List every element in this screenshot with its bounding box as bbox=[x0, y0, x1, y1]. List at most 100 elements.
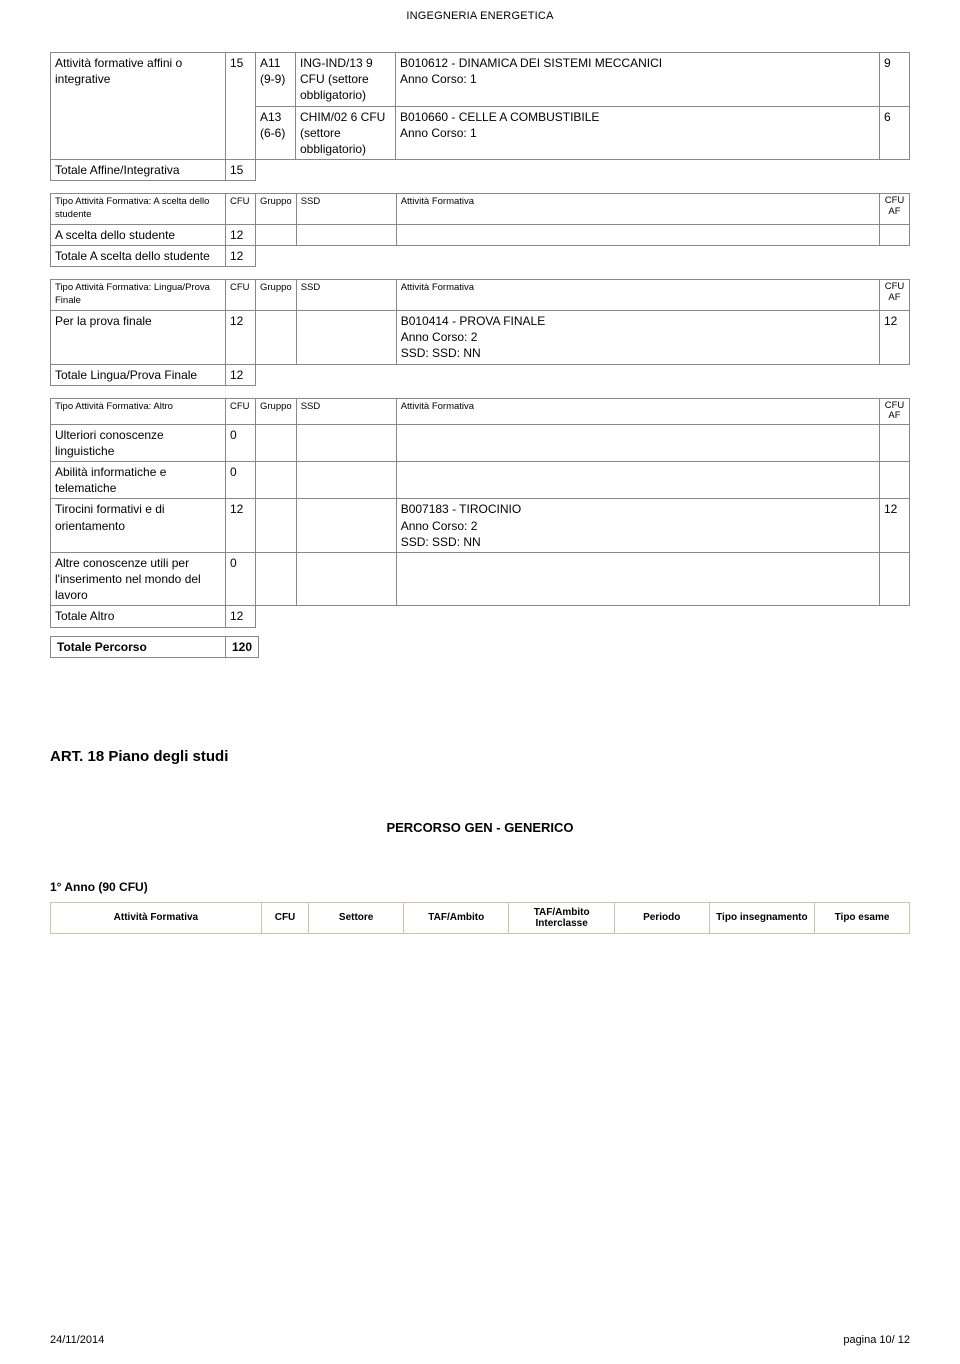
plan-header-af: Attività Formativa bbox=[51, 902, 262, 933]
cell-label: Tirocini formativi e di orientamento bbox=[51, 499, 226, 553]
header-cfu-af: CFU AF bbox=[880, 398, 910, 424]
table-affini: Attività formative affini o integrative … bbox=[50, 52, 910, 181]
table-row-total: Totale Altro 12 bbox=[51, 606, 910, 627]
table-row-total: Totale Affine/Integrativa 15 bbox=[51, 160, 910, 181]
cell-desc bbox=[396, 224, 879, 245]
cell-desc bbox=[396, 424, 879, 461]
header-cfu: CFU bbox=[226, 194, 256, 225]
cell-cfu: 12 bbox=[226, 499, 256, 553]
table-row: Totale Percorso 120 bbox=[51, 636, 259, 657]
cell-total-percorso-value: 120 bbox=[226, 636, 259, 657]
table-row: Per la prova finale 12 B010414 - PROVA F… bbox=[51, 310, 910, 364]
table-row: Attività formative affini o integrative … bbox=[51, 53, 910, 107]
cell-sector bbox=[296, 310, 396, 364]
plan-header-taf-inter: TAF/Ambito Interclasse bbox=[509, 902, 614, 933]
plan-header-settore: Settore bbox=[309, 902, 404, 933]
cell-sector bbox=[296, 224, 396, 245]
cell-desc: B010414 - PROVA FINALE Anno Corso: 2 SSD… bbox=[396, 310, 879, 364]
cell-label: Altre conoscenze utili per l'inserimento… bbox=[51, 552, 226, 606]
cell-total-label: Totale A scelta dello studente bbox=[51, 246, 226, 267]
cell-total-label: Totale Altro bbox=[51, 606, 226, 627]
cell-desc: B010612 - DINAMICA DEI SISTEMI MECCANICI… bbox=[396, 53, 880, 107]
cell-sector bbox=[296, 552, 396, 606]
cell-label: Attività formative affini o integrative bbox=[51, 53, 226, 160]
table-header-row: Tipo Attività Formativa: Altro CFU Grupp… bbox=[51, 398, 910, 424]
header-af: Attività Formativa bbox=[396, 280, 879, 311]
cell-cfu-af: 9 bbox=[880, 53, 910, 107]
cell-cfu-af bbox=[880, 224, 910, 245]
cell-code bbox=[256, 424, 297, 461]
table-lingua: Tipo Attività Formativa: Lingua/Prova Fi… bbox=[50, 279, 910, 385]
cell-label: Per la prova finale bbox=[51, 310, 226, 364]
table-scelta: Tipo Attività Formativa: A scelta dello … bbox=[50, 193, 910, 267]
cell-total-value: 12 bbox=[226, 364, 256, 385]
cell-sector: ING-IND/13 9 CFU (settore obbligatorio) bbox=[296, 53, 396, 107]
cell-cfu-af bbox=[880, 461, 910, 498]
cell-cfu: 0 bbox=[226, 424, 256, 461]
header-ssd: SSD bbox=[296, 398, 396, 424]
header-af: Attività Formativa bbox=[396, 194, 879, 225]
page-footer: 24/11/2014 pagina 10/ 12 bbox=[50, 1334, 910, 1346]
header-cfu-af: CFU AF bbox=[880, 194, 910, 225]
table-row-total: Totale A scelta dello studente 12 bbox=[51, 246, 910, 267]
cell-desc: B010660 - CELLE A COMBUSTIBILE Anno Cors… bbox=[396, 106, 880, 160]
article-title: ART. 18 Piano degli studi bbox=[50, 748, 910, 765]
percorso-title: PERCORSO GEN - GENERICO bbox=[50, 820, 910, 835]
table-row: A scelta dello studente 12 bbox=[51, 224, 910, 245]
footer-date: 24/11/2014 bbox=[50, 1334, 104, 1346]
cell-cfu-af bbox=[880, 552, 910, 606]
plan-header-tipo-ins: Tipo insegnamento bbox=[709, 902, 814, 933]
cell-code bbox=[256, 224, 297, 245]
cell-sector bbox=[296, 499, 396, 553]
cell-cfu-af bbox=[880, 424, 910, 461]
header-af: Attività Formativa bbox=[396, 398, 879, 424]
cell-code: A11 (9-9) bbox=[256, 53, 296, 107]
cell-code bbox=[256, 461, 297, 498]
cell-label: Ulteriori conoscenze linguistiche bbox=[51, 424, 226, 461]
cell-label: Abilità informatiche e telematiche bbox=[51, 461, 226, 498]
table-header-row: Tipo Attività Formativa: Lingua/Prova Fi… bbox=[51, 280, 910, 311]
header-label: Tipo Attività Formativa: A scelta dello … bbox=[51, 194, 226, 225]
table-row: Ulteriori conoscenze linguistiche 0 bbox=[51, 424, 910, 461]
table-row-total: Totale Lingua/Prova Finale 12 bbox=[51, 364, 910, 385]
cell-total-value: 12 bbox=[226, 246, 256, 267]
cell-desc: B007183 - TIROCINIO Anno Corso: 2 SSD: S… bbox=[396, 499, 879, 553]
table-row: Abilità informatiche e telematiche 0 bbox=[51, 461, 910, 498]
cell-code bbox=[256, 552, 297, 606]
cell-total-label: Totale Lingua/Prova Finale bbox=[51, 364, 226, 385]
footer-pagenum: pagina 10/ 12 bbox=[843, 1334, 910, 1346]
table-row: Tirocini formativi e di orientamento 12 … bbox=[51, 499, 910, 553]
cell-cfu-af: 6 bbox=[880, 106, 910, 160]
header-cfu: CFU bbox=[226, 280, 256, 311]
cell-total-value: 15 bbox=[226, 160, 256, 181]
plan-header-tipo-esame: Tipo esame bbox=[815, 902, 910, 933]
cell-cfu-af: 12 bbox=[880, 310, 910, 364]
table-plan: Attività Formativa CFU Settore TAF/Ambit… bbox=[50, 902, 910, 934]
cell-total-label: Totale Affine/Integrativa bbox=[51, 160, 226, 181]
plan-header-periodo: Periodo bbox=[614, 902, 709, 933]
table-totale-percorso: Totale Percorso 120 bbox=[50, 636, 259, 658]
header-gruppo: Gruppo bbox=[256, 194, 297, 225]
cell-cfu: 12 bbox=[226, 310, 256, 364]
table-altro: Tipo Attività Formativa: Altro CFU Grupp… bbox=[50, 398, 910, 628]
header-cfu-af: CFU AF bbox=[880, 280, 910, 311]
header-gruppo: Gruppo bbox=[256, 280, 297, 311]
plan-header-cfu: CFU bbox=[261, 902, 308, 933]
cell-code: A13 (6-6) bbox=[256, 106, 296, 160]
cell-cfu: 12 bbox=[226, 224, 256, 245]
header-ssd: SSD bbox=[296, 194, 396, 225]
cell-code bbox=[256, 310, 297, 364]
header-ssd: SSD bbox=[296, 280, 396, 311]
header-gruppo: Gruppo bbox=[256, 398, 297, 424]
cell-cfu-af: 12 bbox=[880, 499, 910, 553]
cell-sector bbox=[296, 424, 396, 461]
plan-header-taf: TAF/Ambito bbox=[404, 902, 509, 933]
document-header: INGEGNERIA ENERGETICA bbox=[50, 0, 910, 52]
table-row: Altre conoscenze utili per l'inserimento… bbox=[51, 552, 910, 606]
cell-sector: CHIM/02 6 CFU (settore obbligatorio) bbox=[296, 106, 396, 160]
cell-cfu: 0 bbox=[226, 552, 256, 606]
header-label: Tipo Attività Formativa: Altro bbox=[51, 398, 226, 424]
cell-label: A scelta dello studente bbox=[51, 224, 226, 245]
cell-cfu: 15 bbox=[226, 53, 256, 160]
cell-desc bbox=[396, 461, 879, 498]
